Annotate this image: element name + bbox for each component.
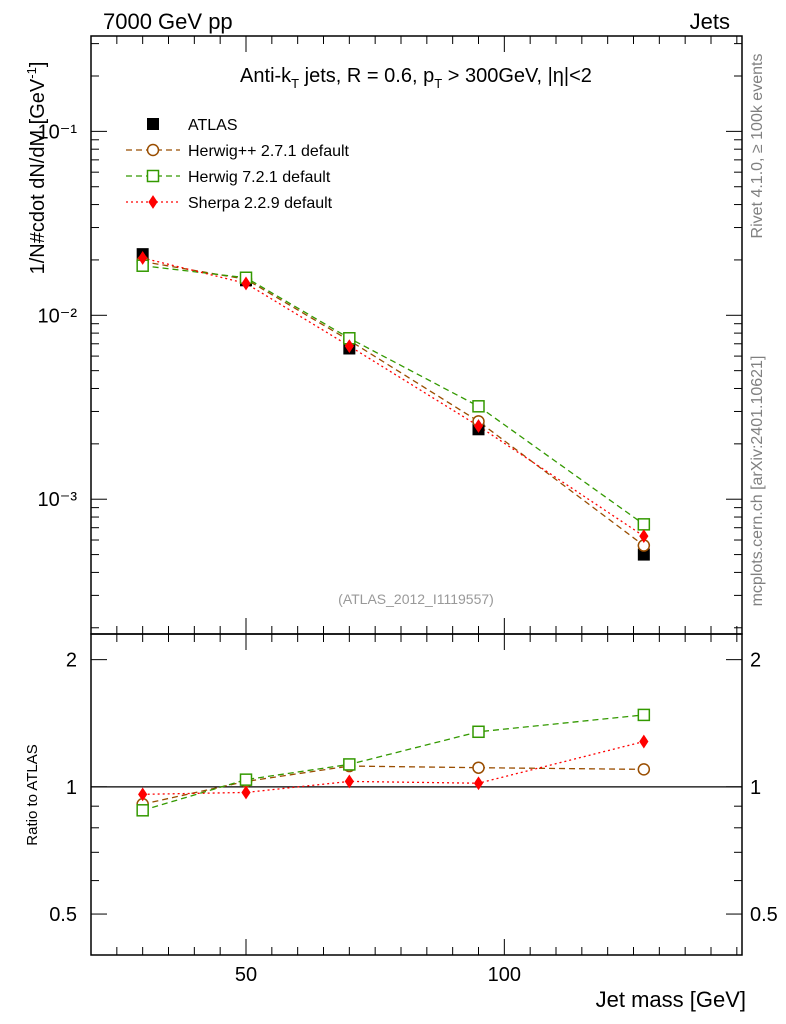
rivet-label: Rivet 4.1.0, ≥ 100k events: [749, 54, 766, 239]
legend: ATLAS Herwig++ 2.7.1 default Herwig 7.2.1 …: [126, 117, 350, 212]
series-line: [142, 257, 645, 537]
ratio-point: [473, 776, 484, 791]
ratio-point: [639, 734, 649, 749]
ratio-point: [344, 774, 354, 789]
legend-label: ATLAS: [188, 117, 238, 134]
legend-marker: [146, 169, 160, 183]
series-point: [472, 400, 485, 413]
chart-title: Anti-kT jets, R = 0.6, pT > 300GeV, |η|<…: [240, 65, 592, 91]
series-point: [241, 276, 251, 291]
y-axis-label: 1/N#cdot dN/dM [GeV-1]: [24, 62, 49, 275]
series-point: [138, 251, 148, 265]
ratio-tick-label: 1: [66, 777, 77, 799]
data-point: [637, 548, 650, 561]
ratio-point: [472, 725, 485, 739]
series-point: [473, 419, 484, 433]
series-line: [142, 260, 645, 547]
collision-label: 7000 GeV pp: [103, 9, 233, 34]
ratio-point: [637, 708, 651, 722]
series-point: [637, 518, 651, 531]
ratio-tick-label: 0.5: [750, 904, 778, 926]
legend-label: Sherpa 2.2.9 default: [188, 195, 333, 212]
ratio-tick-label: 2: [750, 650, 761, 672]
series-point: [639, 529, 649, 544]
ratio-series: [136, 708, 651, 817]
ratio-point: [138, 787, 148, 802]
legend-marker: [148, 195, 158, 209]
ratio-y-axis-label: Ratio to ATLAS: [24, 744, 41, 845]
main-panel: 10⁻¹ 10⁻² 10⁻³ Anti-kT jets, R = 0.6, pT >…: [24, 35, 743, 635]
ratio-point: [637, 763, 651, 776]
series-line: [142, 265, 645, 525]
series-point: [344, 339, 354, 353]
main-ticks: 10⁻¹ 10⁻² 10⁻³: [38, 36, 742, 634]
ratio-ticks: 50 100 0.5 0.5 1 1 2 2: [49, 634, 778, 986]
analysis-id: (ATLAS_2012_I1119557): [338, 591, 494, 607]
ratio-frame: [90, 633, 743, 956]
ratio-line: [142, 714, 644, 811]
y-tick-label: 10⁻³: [38, 489, 78, 511]
ratio-tick-label: 1: [750, 777, 761, 799]
ratio-point: [472, 761, 485, 774]
main-series: [136, 248, 651, 561]
ratio-tick-label: 0.5: [49, 904, 77, 926]
legend-marker: [146, 143, 160, 157]
mcplots-label: mcplots.cern.ch [arXiv:2401.10621]: [749, 356, 766, 607]
legend-label: Herwig 7.2.1 default: [188, 169, 331, 186]
ratio-tick-label: 2: [66, 650, 77, 672]
legend-marker: [147, 118, 159, 130]
ratio-line: [142, 765, 644, 805]
x-tick-label: 100: [488, 964, 521, 986]
ratio-panel: 50 100 0.5 0.5 1 1 2 2 Ratio to ATLAS: [24, 633, 778, 986]
y-tick-label: 10⁻¹: [38, 121, 78, 143]
x-tick-label: 50: [235, 964, 257, 986]
ratio-point: [136, 804, 149, 817]
legend-label: Herwig++ 2.7.1 default: [188, 143, 350, 160]
ratio-point: [343, 758, 356, 771]
ratio-point: [239, 773, 253, 786]
x-axis-label: Jet mass [GeV]: [596, 987, 746, 1012]
ratio-point: [241, 785, 251, 800]
y-tick-label: 10⁻²: [38, 305, 78, 327]
process-label: Jets: [690, 9, 730, 34]
